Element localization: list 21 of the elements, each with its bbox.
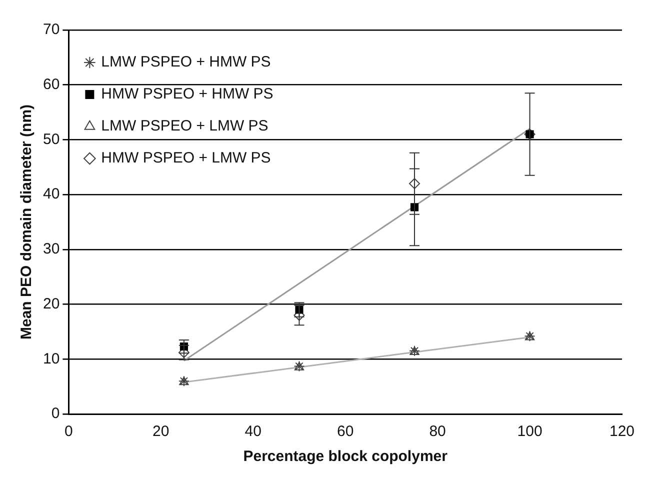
x-tick-label: 80 [429, 423, 446, 440]
y-tick-label: 20 [42, 295, 60, 312]
y-tick-label: 40 [42, 186, 60, 203]
y-tick-label: 70 [42, 21, 60, 38]
x-axis-title: Percentage block copolymer [243, 448, 448, 466]
y-axis-title: Mean PEO domain diameter (nm) [18, 104, 36, 340]
x-tick-label: 120 [609, 423, 635, 440]
y-tick-label: 0 [51, 405, 60, 422]
legend-label: LMW PSPEO + LMW PS [101, 118, 268, 135]
x-tick-label: 60 [337, 423, 354, 440]
x-tick-label: 40 [244, 423, 262, 440]
x-tick-label: 100 [517, 423, 542, 440]
y-tick-label: 60 [42, 76, 60, 93]
y-tick-label: 30 [42, 240, 60, 258]
legend-label: LMW PSPEO + HMW PS [101, 54, 271, 71]
y-tick-label: 10 [42, 350, 60, 368]
y-tick-label: 50 [42, 130, 60, 148]
x-tick-label: 0 [64, 423, 73, 440]
legend-label: HMW PSPEO + LMW PS [101, 150, 271, 167]
x-tick-label: 20 [152, 423, 170, 440]
legend-label: HMW PSPEO + HMW PS [101, 86, 274, 103]
